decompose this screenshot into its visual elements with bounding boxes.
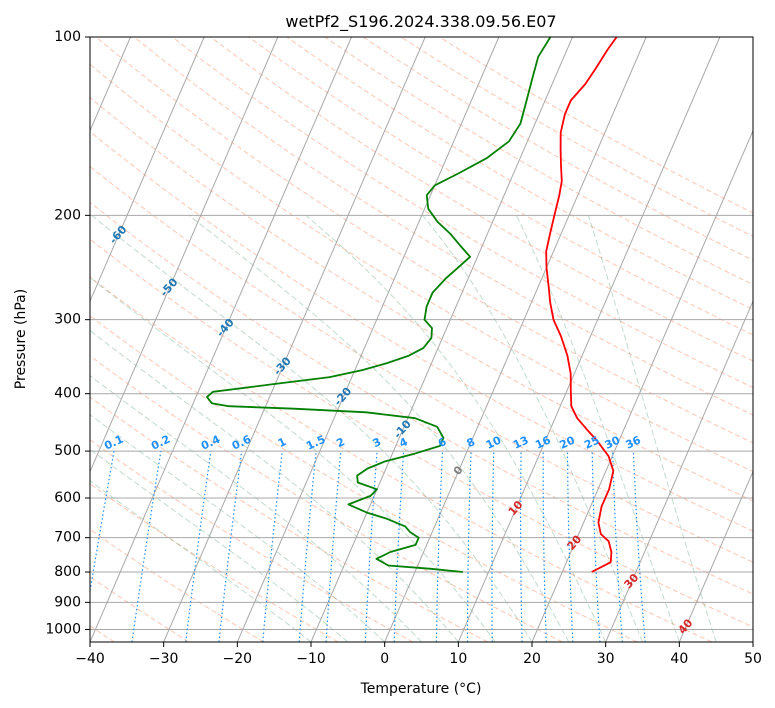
mixing-ratio-label: 13 — [511, 434, 530, 452]
isotherm-line — [236, 37, 500, 642]
dry-adiabat-line — [90, 396, 488, 642]
dry-adiabat-line — [133, 37, 753, 416]
x-tick-label: 40 — [670, 651, 688, 667]
isotherm-line — [531, 129, 753, 642]
x-tick-label: −30 — [149, 651, 179, 667]
y-tick-label: 600 — [54, 490, 81, 506]
plot-area: -100-90-80-70-60-50-40-30-20-10010203040… — [90, 37, 753, 642]
y-tick-label: 900 — [54, 594, 81, 610]
moist-adiabat-line — [587, 215, 717, 642]
moist-adiabat-line — [188, 214, 570, 642]
moist-adiabat-line — [91, 214, 533, 642]
mixing-ratio-label: 10 — [484, 433, 504, 451]
moist-adiabat-line — [305, 214, 607, 642]
moist-adiabat-line — [90, 329, 459, 642]
x-tick-label: −10 — [296, 651, 326, 667]
y-tick-label: 100 — [54, 29, 81, 45]
mixing-ratio-lines — [90, 450, 646, 642]
isotherm-line — [605, 299, 753, 642]
isotherm-line — [90, 37, 352, 642]
moist-adiabat-line — [422, 214, 643, 642]
mixing-ratio-line — [298, 451, 317, 642]
moist-adiabat-line — [90, 448, 349, 642]
dry-adiabat-line — [90, 276, 712, 642]
mixing-ratio-line — [218, 451, 243, 642]
chart-title: wetPf2_S196.2024.338.09.56.E07 — [285, 12, 556, 32]
moist-adiabat-line — [90, 374, 422, 642]
x-tick-label: −40 — [75, 651, 105, 667]
x-tick-label: 20 — [523, 651, 541, 667]
dry-adiabat-line — [324, 37, 753, 286]
profile-lines — [206, 37, 618, 573]
mixing-ratio-line — [185, 451, 212, 642]
mixing-ratio-label: 36 — [624, 433, 644, 451]
mixing-ratio-line — [262, 451, 283, 642]
moist-adiabat-line — [90, 480, 312, 642]
moist-adiabat-line — [90, 414, 386, 642]
y-tick-label: 500 — [54, 443, 81, 459]
x-tick-label: 0 — [380, 651, 389, 667]
x-tick-label: 10 — [449, 651, 467, 667]
isotherm-line — [384, 37, 647, 642]
x-axis-title: Temperature (°C) — [360, 681, 482, 697]
y-tick-label: 200 — [54, 207, 81, 223]
isotherm-line — [457, 37, 721, 642]
mixing-ratio-line — [325, 451, 342, 642]
y-tick-label: 700 — [54, 530, 81, 546]
isobar-gridlines — [90, 37, 753, 630]
x-tick-label: −20 — [223, 651, 253, 667]
dry-adiabat-line — [210, 37, 753, 362]
mixing-ratio-label: 30 — [603, 433, 623, 451]
dry-adiabat-line — [90, 201, 753, 595]
mixing-ratio-label: 16 — [533, 433, 553, 451]
isotherm-line — [310, 37, 573, 642]
y-tick-label: 300 — [54, 312, 81, 328]
mixing-ratio-label: 25 — [582, 434, 601, 452]
plot-frame — [89, 36, 754, 643]
y-axis: 100 200 300 400 500 600 700 800 900 1000 — [45, 29, 90, 637]
dewpoint-profile-line — [206, 37, 552, 573]
dry-adiabat-line — [90, 315, 638, 642]
y-tick-label: 800 — [54, 564, 81, 580]
x-tick-label: 50 — [744, 651, 762, 667]
x-tick-label: 30 — [597, 651, 615, 667]
isotherm-line — [678, 470, 753, 642]
isotherm-gridlines — [90, 37, 753, 642]
moist-adiabat-line — [515, 215, 680, 642]
dry-adiabat-line — [171, 37, 753, 389]
dry-adiabat-line — [90, 483, 339, 642]
dry-adiabat-line — [90, 355, 563, 642]
dry-adiabat-line — [90, 238, 753, 628]
isotherm-line — [163, 37, 426, 642]
dry-adiabat-line — [90, 131, 753, 532]
y-tick-label: 1000 — [45, 621, 81, 637]
dry-adiabat-line — [90, 96, 753, 502]
isotherm-line — [90, 37, 279, 473]
y-tick-label: 400 — [54, 386, 81, 402]
x-axis: −40 −30 −20 −10 0 10 20 30 40 50 — [75, 642, 762, 667]
mixing-ratio-line — [131, 451, 162, 642]
mixing-ratio-label: 20 — [558, 433, 578, 451]
isotherm-line — [90, 37, 205, 303]
y-axis-title: Pressure (hPa) — [13, 289, 29, 389]
temperature-profile-line — [545, 37, 618, 573]
dry-adiabat-line — [95, 37, 753, 444]
